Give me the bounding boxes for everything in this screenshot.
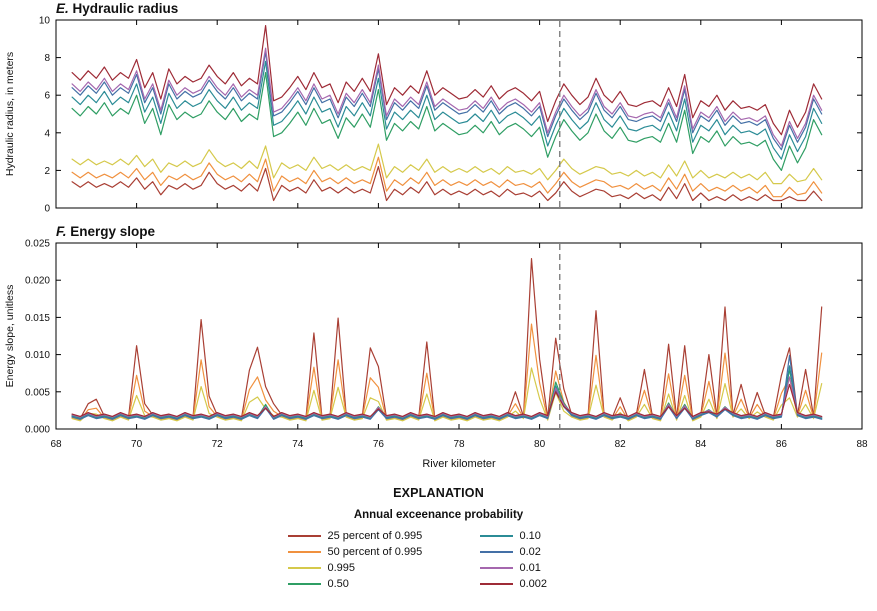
x-tick-label: 70 xyxy=(131,439,143,450)
series-line-0-50 xyxy=(71,368,823,419)
legend-line-swatch xyxy=(479,551,513,553)
legend-column-2: 0.10 0.02 0.01 0.002 xyxy=(479,528,590,592)
legend-line-swatch xyxy=(479,583,513,585)
panel-title: E. Hydraulic radius xyxy=(56,1,178,16)
y-axis-label: Energy slope, unitless xyxy=(4,285,16,388)
legend-item-label: 0.002 xyxy=(519,578,548,590)
series-line-0-995 xyxy=(71,367,823,422)
legend-item-label: 0.995 xyxy=(327,562,356,574)
legend-line-swatch xyxy=(287,583,321,585)
legend-item: 0.995 xyxy=(287,560,466,576)
series-line-0-995 xyxy=(71,143,823,185)
y-tick-label: 0.020 xyxy=(25,276,50,287)
x-tick-label: 80 xyxy=(534,439,546,450)
series-line-0-02 xyxy=(71,354,823,420)
y-tick-label: 2 xyxy=(44,166,50,177)
legend-item: 50 percent of 0.995 xyxy=(287,544,466,560)
x-tick-label: 68 xyxy=(50,439,62,450)
legend-item: 0.02 xyxy=(479,544,590,560)
legend-item-label: 0.50 xyxy=(327,578,349,590)
legend-item-label: 0.02 xyxy=(519,546,541,558)
panel-F: 68 70 72 74 76 78 80 82 84 86 88 0.000 0.005 0.010 0.0… xyxy=(4,224,868,450)
legend-item-label: 0.10 xyxy=(519,530,541,542)
y-tick-label: 0.010 xyxy=(25,350,50,361)
y-tick-label: 6 xyxy=(44,91,50,102)
y-tick-label: 0.015 xyxy=(25,313,50,324)
series-line-0-01 xyxy=(71,376,823,418)
series-line-0-10 xyxy=(71,60,823,160)
plot-border xyxy=(55,242,863,430)
legend-line-swatch xyxy=(287,551,321,553)
legend-item-label: 50 percent of 0.995 xyxy=(327,546,423,558)
legend-item: 25 percent of 0.995 xyxy=(287,528,466,544)
x-axis-label: River kilometer xyxy=(422,458,496,470)
legend-columns: 25 percent of 0.995 50 percent of 0.995 0.… xyxy=(0,528,877,592)
series-line-0-002 xyxy=(71,25,823,136)
y-tick-label: 0 xyxy=(44,204,50,215)
series-line-0-002 xyxy=(71,383,823,417)
legend-line-swatch xyxy=(479,535,513,537)
series-line-50-percent-of-0-995 xyxy=(71,323,823,421)
legend-line-swatch xyxy=(479,567,513,569)
series-line-0-02 xyxy=(71,51,823,151)
x-tick-label: 74 xyxy=(292,439,304,450)
panel-title: F. Energy slope xyxy=(56,224,156,239)
legend-subtitle: Annual exceenance probability xyxy=(353,509,524,521)
legend-item-label: 25 percent of 0.995 xyxy=(327,530,423,542)
legend-item: 0.01 xyxy=(479,560,590,576)
legend-item: 0.10 xyxy=(479,528,590,544)
y-tick-label: 4 xyxy=(44,128,50,139)
x-tick-label: 84 xyxy=(695,439,707,450)
series-line-0-01 xyxy=(71,47,823,147)
series-line-25-percent-of-0-995 xyxy=(71,166,823,202)
y-tick-label: 0.005 xyxy=(25,387,50,398)
series-line-0-10 xyxy=(71,365,823,420)
x-tick-label: 76 xyxy=(373,439,385,450)
legend-item: 0.50 xyxy=(287,576,466,592)
series-line-0-50 xyxy=(71,71,823,171)
x-tick-label: 82 xyxy=(615,439,627,450)
x-tick-label: 86 xyxy=(776,439,788,450)
y-tick-label: 0.000 xyxy=(25,425,50,436)
y-tick-label: 8 xyxy=(44,53,50,64)
x-tick-label: 78 xyxy=(453,439,465,450)
series-line-50-percent-of-0-995 xyxy=(71,156,823,198)
legend-line-swatch xyxy=(287,567,321,569)
x-tick-label: 72 xyxy=(212,439,224,450)
y-axis-label: Hydraulic radius, in meters xyxy=(4,52,16,176)
legend-item: 0.002 xyxy=(479,576,590,592)
legend-title: EXPLANATION xyxy=(393,486,484,500)
x-tick-label: 88 xyxy=(856,439,868,450)
legend-column-1: 25 percent of 0.995 50 percent of 0.995 0.… xyxy=(287,528,466,592)
y-tick-label: 0.025 xyxy=(25,239,50,250)
legend: EXPLANATION Annual exceenance probabilit… xyxy=(0,486,877,592)
legend-line-swatch xyxy=(287,535,321,537)
legend-item-label: 0.01 xyxy=(519,562,541,574)
series-line-25-percent-of-0-995 xyxy=(71,258,823,420)
y-tick-label: 10 xyxy=(39,16,51,27)
panel-E: 0 2 4 6 8 10 E. Hydraulic radius Hydraulic radi… xyxy=(4,1,863,215)
